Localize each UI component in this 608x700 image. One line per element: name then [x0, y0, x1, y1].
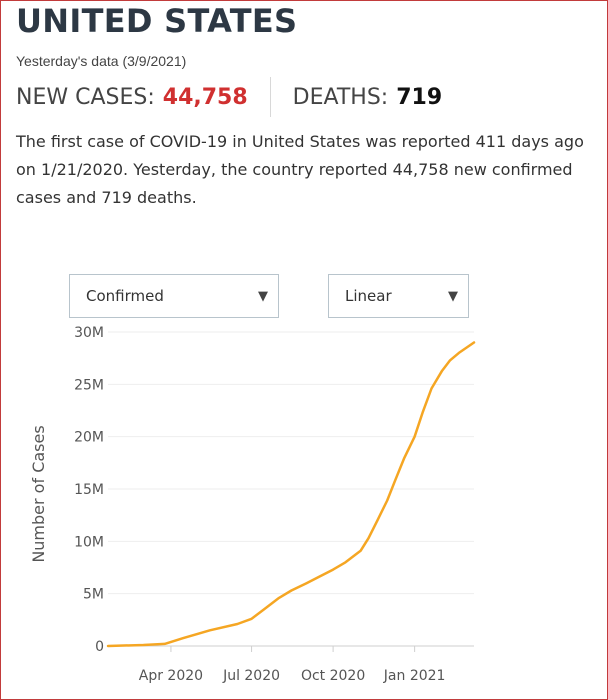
y-tick-label: 25M: [74, 377, 104, 393]
y-tick-label: 15M: [74, 482, 104, 498]
x-tick-label: Jan 2021: [383, 668, 446, 684]
y-tick-label: 30M: [74, 325, 104, 341]
x-axis-ticks: Apr 2020 Jul 2020 Oct 2020 Jan 2021: [139, 646, 446, 684]
country-summary: The first case of COVID-19 in United Sta…: [16, 132, 584, 207]
deaths-label: DEATHS:: [292, 84, 389, 110]
new-cases-stat: NEW CASES: 44,758: [16, 85, 248, 110]
y-axis-label: Number of Cases: [29, 425, 48, 562]
deaths-stat: DEATHS: 719: [293, 85, 442, 110]
page-title: UNITED STATES: [16, 2, 298, 40]
scale-select-value: Linear: [345, 287, 392, 305]
y-tick-label: 20M: [74, 430, 104, 446]
x-tick-label: Apr 2020: [139, 668, 203, 684]
stats-divider: [269, 77, 271, 117]
y-tick-label: 5M: [83, 587, 104, 603]
series-line-confirmed: [106, 341, 476, 648]
chevron-down-icon: ▼: [448, 288, 458, 304]
y-tick-label: 0: [95, 639, 104, 655]
y-tick-label: 10M: [74, 534, 104, 550]
y-axis-ticks: 0 5M 10M 15M 20M 25M 30M: [74, 325, 104, 655]
chevron-down-icon: ▼: [258, 288, 268, 304]
x-tick-label: Jul 2020: [222, 668, 280, 684]
metric-select-value: Confirmed: [86, 287, 164, 305]
metric-select[interactable]: Confirmed ▼: [69, 274, 279, 318]
x-tick-label: Oct 2020: [301, 668, 365, 684]
data-date: Yesterday's data (3/9/2021): [16, 53, 187, 69]
grid-lines: [108, 331, 474, 647]
new-cases-value: 44,758: [162, 84, 248, 110]
stats-row: NEW CASES: 44,758 DEATHS: 719: [16, 77, 442, 117]
new-cases-label: NEW CASES:: [16, 84, 155, 110]
scale-select[interactable]: Linear ▼: [328, 274, 469, 318]
deaths-value: 719: [396, 84, 443, 110]
